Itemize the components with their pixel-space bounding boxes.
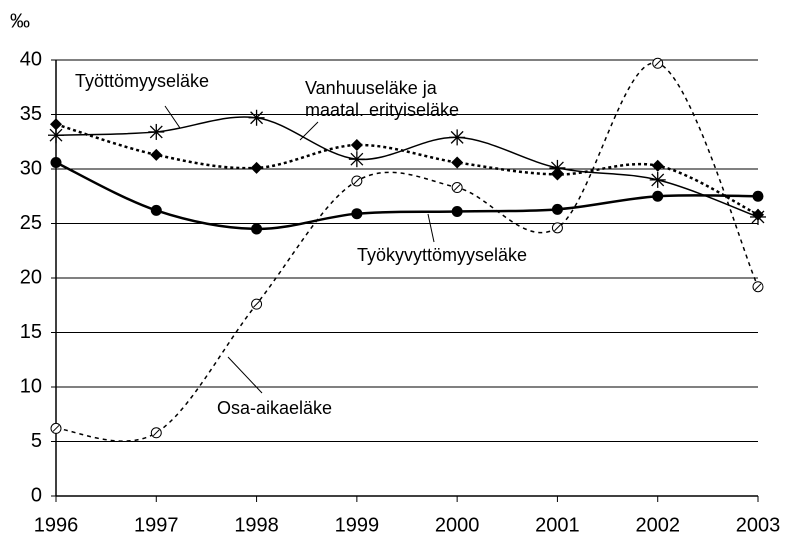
y-tick-label: 30 (20, 157, 42, 179)
marker-slash (52, 425, 60, 432)
series-line (55, 123, 759, 216)
y-tick-label: 40 (20, 48, 42, 70)
marker (248, 109, 265, 126)
marker (752, 190, 764, 202)
marker (148, 123, 165, 140)
x-tick-label: 2003 (736, 514, 781, 536)
marker-slash (754, 283, 762, 291)
marker (451, 182, 463, 194)
marker (752, 281, 764, 293)
marker (150, 427, 162, 439)
marker (649, 171, 666, 188)
marker (50, 422, 62, 434)
marker-stroke (149, 125, 163, 139)
marker (251, 298, 263, 310)
marker (50, 118, 62, 131)
y-tick-label: 20 (20, 266, 42, 288)
y-tick-label: 5 (31, 430, 42, 452)
y-tick-label: 15 (20, 321, 42, 343)
marker (652, 57, 664, 69)
x-tick-label: 2001 (535, 514, 580, 536)
marker-slash (353, 177, 361, 185)
marker (348, 151, 365, 168)
leader-line (227, 356, 263, 394)
x-tick-label: 2002 (635, 514, 680, 536)
marker (451, 206, 463, 218)
series-line (55, 116, 759, 218)
marker-slash (453, 184, 461, 191)
marker (150, 204, 162, 216)
y-tick-label: 0 (31, 484, 42, 506)
leader-line (164, 105, 181, 129)
leader-line (299, 121, 319, 141)
marker-stroke (651, 173, 665, 187)
series-label: Työttömyyseläke (75, 71, 210, 91)
marker (351, 175, 363, 187)
series-label: Vanhuuseläke ja maatal. erityiseläke (305, 78, 460, 120)
marker-stroke (550, 161, 564, 175)
marker (449, 129, 466, 146)
leader-line (427, 213, 435, 243)
marker-slash (152, 429, 160, 437)
marker (250, 161, 263, 174)
marker-stroke (350, 152, 364, 166)
marker (752, 208, 764, 221)
marker (350, 139, 363, 152)
x-tick-label: 1998 (234, 514, 279, 536)
x-tick-label: 2000 (435, 514, 480, 536)
marker-slash (654, 59, 662, 67)
marker-stroke (49, 128, 63, 142)
x-tick-label: 1997 (134, 514, 179, 536)
marker (551, 203, 563, 215)
marker (652, 190, 664, 202)
marker-slash (253, 300, 260, 308)
y-tick-label: 25 (20, 212, 42, 234)
marker (150, 148, 163, 161)
marker-stroke (250, 111, 264, 125)
marker (251, 223, 263, 235)
marker-slash (554, 224, 561, 232)
marker (551, 222, 563, 234)
y-tick-label: 35 (20, 103, 42, 125)
y-unit-label: ‰ (10, 10, 30, 32)
marker (351, 208, 363, 220)
marker (551, 168, 564, 181)
x-tick-label: 1999 (335, 514, 380, 536)
series-line (55, 161, 759, 231)
marker-stroke (450, 130, 464, 144)
series-label: Työkyvyttömyyseläke (355, 244, 530, 266)
x-tick-label: 1996 (34, 514, 79, 536)
marker (651, 159, 664, 172)
marker (50, 156, 62, 168)
marker (451, 156, 464, 169)
y-tick-label: 10 (20, 375, 42, 397)
series-label: Osa-aikaeläke (215, 397, 335, 419)
